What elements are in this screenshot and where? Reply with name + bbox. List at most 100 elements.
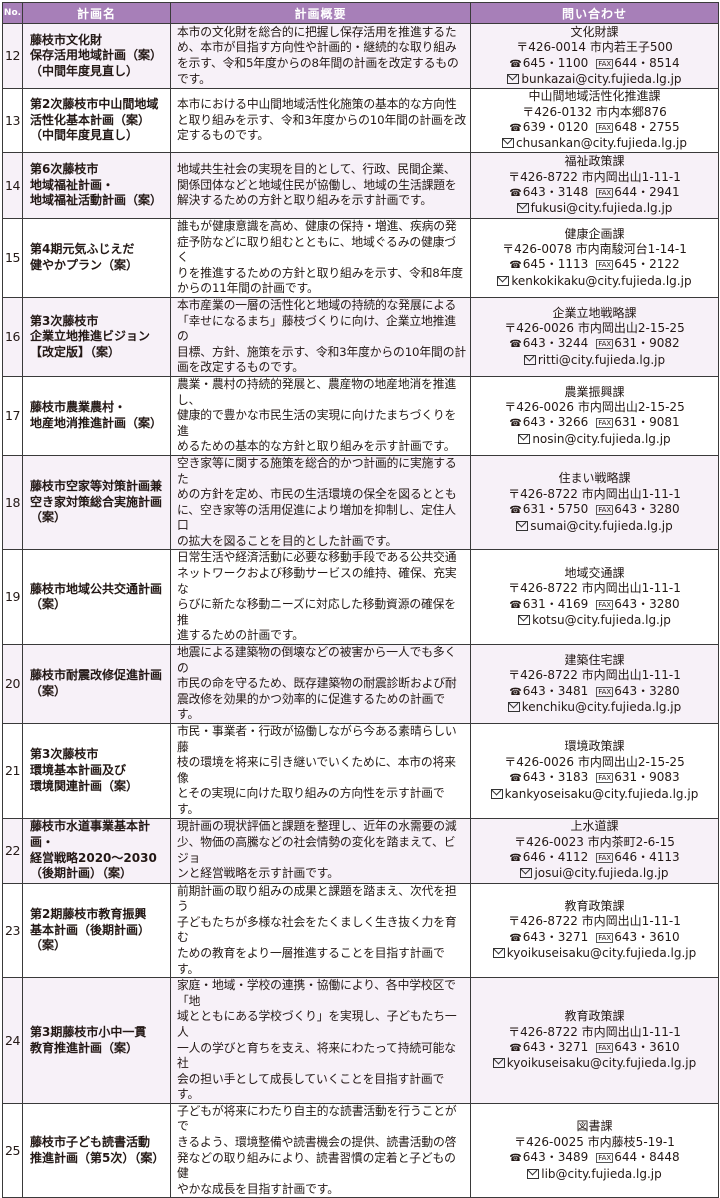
- contact-email: chusankan@city.fujieda.lg.jp: [471, 136, 718, 151]
- email-link[interactable]: ritti@city.fujieda.lg.jp: [537, 352, 666, 367]
- plan-summary-line: 一人の学びと育ちを支え、将来にわたって持続可能な社: [177, 1040, 456, 1071]
- phone-icon: ☎: [509, 58, 522, 70]
- fax-number: 645・2122: [614, 257, 680, 272]
- fax-icon: FAX: [596, 339, 614, 350]
- mail-icon: [507, 701, 520, 712]
- plan-name-line: 第4期元気ふじえだ: [30, 242, 135, 257]
- plan-summary-line: 症予防などに取り組むとともに、地域ぐるみの健康づく: [177, 234, 456, 265]
- plan-summary-line: 震改修を効果的かつ効率的に促進するための計画です。: [177, 691, 445, 722]
- fax-number: 644・2941: [614, 185, 680, 199]
- plan-name-line: 藤枝市農業農村・: [30, 400, 127, 415]
- email-link[interactable]: kyoikuseisaku@city.fujieda.lg.jp: [506, 946, 697, 961]
- email-link[interactable]: kotsu@city.fujieda.lg.jp: [532, 613, 671, 628]
- contact: 健康企画課 〒426-0078 市内南駿河台1-14-1 ☎645・1113 FAX 6…: [470, 218, 719, 298]
- table-row: 19 藤枝市地域公共交通計画 （案） 日常生活や経済活動に必要な移動手段である公共交通…: [2, 549, 719, 646]
- contact-email: sumai@city.fujieda.lg.jp: [471, 519, 718, 534]
- contact-phone-fax: ☎631・4169 FAX 643・3280: [471, 597, 718, 613]
- plan-name-line: 企業立地推進ビジョン: [30, 329, 151, 344]
- table-row: 25 藤枝市子ども読書活動 推進計画（第5次）（案） 子どもが将来にわたり自主的な読書…: [2, 1102, 719, 1198]
- row-number: 15: [2, 218, 23, 298]
- plan-name: 藤枝市子ども読書活動 推進計画（第5次）（案）: [22, 1102, 171, 1198]
- phone-number: 631・5750: [522, 502, 589, 517]
- phone-icon: ☎: [509, 1043, 522, 1054]
- email-link[interactable]: nosin@city.fujieda.lg.jp: [532, 431, 671, 446]
- plan-summary-line: めるための基本的な方針と取り組みを示す計画です。: [177, 439, 456, 454]
- plan-summary-line: 「幸せになるまち」藤枝づくりに向け、企業立地推進の: [177, 313, 456, 344]
- plan-summary-line: らびに新たな移動ニーズに対応した移動資源の確保を推: [177, 597, 456, 627]
- contact-address: 〒426-8722 市内岡出山1-11-1: [508, 581, 681, 596]
- mail-icon: [516, 520, 529, 531]
- plan-summary: 地域共生社会の実現を目的として、行政、民間企業、 関係団体などと地域住民が協働し、…: [170, 152, 471, 219]
- plan-name-line: 藤枝市空家等対策計画兼: [30, 479, 163, 494]
- contact-email: kenchiku@city.fujieda.lg.jp: [471, 700, 718, 715]
- contact-phone-fax: ☎631・5750 FAX 643・3280: [471, 502, 718, 518]
- header-no: No.: [2, 2, 23, 24]
- plan-name-line: 地域福祉計画・: [30, 177, 115, 192]
- plan-name: 藤枝市水道事業基本計画・ 経営戦略2020～2030 （後期計画）（案）: [22, 817, 171, 884]
- fax-icon: FAX: [596, 260, 614, 271]
- fax-icon: FAX: [596, 1043, 614, 1053]
- mail-icon: [492, 1058, 505, 1069]
- email-link[interactable]: kankyoseisaku@city.fujieda.lg.jp: [504, 786, 699, 801]
- phone-number: 643・3481: [522, 683, 589, 698]
- contact-phone-fax: ☎645・1100 FAX 644・8514: [471, 56, 718, 72]
- table-row: 21 第3次藤枝市 環境基本計画及び 環境関連計画（案） 市民・事業者・行政が協働しなが…: [2, 723, 719, 819]
- contact: 文化財課 〒426-0014 市内若王子500 ☎645・1100 FAX 644・85…: [470, 23, 719, 89]
- contact-department: 福祉政策課: [564, 154, 625, 169]
- plan-summary-line: きるよう、環境整備や読書機会の提供、読書活動の啓: [177, 1135, 457, 1150]
- plan-name-line: 第3期藤枝市小中一貫: [30, 1024, 147, 1039]
- contact-phone-fax: ☎643・3266 FAX 631・9081: [471, 415, 718, 431]
- plan-summary-line: 市民・事業者・行政が協働しながら今ある素晴らしい藤: [177, 724, 457, 754]
- plan-name-line: （案）: [30, 510, 67, 525]
- contact: 建築住宅課 〒426-8722 市内岡出山1-11-1 ☎643・3481 FAX 64…: [470, 644, 719, 724]
- fax-number: 643・3280: [614, 596, 680, 611]
- contact-email: kyoikuseisaku@city.fujieda.lg.jp: [471, 946, 718, 961]
- fax-icon: FAX: [596, 932, 614, 943]
- plan-name-line: 健やかプラン（案）: [30, 257, 139, 272]
- table-row: 13 第2次藤枝市中山間地域 活性化基本計画（案） （中間年度見直し） 本市における中山…: [2, 88, 719, 153]
- email-link[interactable]: kenkokikaku@city.fujieda.lg.jp: [511, 273, 692, 288]
- email-link[interactable]: sumai@city.fujieda.lg.jp: [530, 518, 673, 533]
- email-link[interactable]: kyoikuseisaku@city.fujieda.lg.jp: [506, 1056, 697, 1071]
- fax-icon: FAX: [596, 123, 614, 133]
- contact-address: 〒426-0023 市内茶町2-6-15: [514, 834, 675, 849]
- contact-department: 農業振興課: [564, 384, 625, 399]
- contact-address: 〒426-0026 市内岡出山2-15-25: [504, 754, 685, 769]
- contact-address: 〒426-8722 市内岡出山1-11-1: [508, 486, 681, 501]
- plan-summary-line: 現計画の現状評価と課題を整理し、近年の水需要の減: [177, 819, 457, 834]
- mail-icon: [523, 354, 536, 365]
- email-link[interactable]: bunkazai@city.fujieda.lg.jp: [521, 71, 682, 86]
- row-number: 24: [2, 977, 23, 1104]
- plan-summary-line: ンと経営戦略を示す計画です。: [177, 866, 339, 881]
- contact: 教育政策課 〒426-8722 市内岡出山1-11-1 ☎643・3271 FAX 64…: [470, 882, 719, 979]
- plan-summary-line: とその実現に向けた取り組みの方向性を示す計画です。: [177, 786, 445, 816]
- fax-icon: FAX: [596, 505, 614, 516]
- email-link[interactable]: josui@city.fujieda.lg.jp: [534, 866, 669, 881]
- plan-summary: 市民・事業者・行政が協働しながら今ある素晴らしい藤 枝の環境を将来に引き継いでいく…: [170, 723, 471, 819]
- plan-name-line: 藤枝市地域公共交通計画: [30, 581, 163, 596]
- contact: 農業振興課 〒426-0026 市内岡出山2-15-25 ☎643・3266 FAX 6…: [470, 375, 719, 456]
- plan-summary-line: 前期計画の取り組みの成果と課題を踏まえ、次代を担う: [177, 883, 457, 914]
- contact-address: 〒426-8722 市内岡出山1-11-1: [508, 169, 681, 184]
- email-link[interactable]: kenchiku@city.fujieda.lg.jp: [521, 699, 682, 714]
- email-link[interactable]: fukusi@city.fujieda.lg.jp: [530, 201, 673, 216]
- row-number: 16: [2, 296, 23, 377]
- table-row: 12 藤枝市文化財 保存活用地域計画（案） （中間年度見直し） 本市の文化財を総合的に把…: [2, 23, 719, 89]
- phone-number: 643・3183: [522, 770, 589, 785]
- row-number: 14: [2, 152, 23, 219]
- contact-email: josui@city.fujieda.lg.jp: [471, 866, 718, 881]
- fax-icon: FAX: [596, 418, 614, 429]
- fax-icon: FAX: [596, 686, 614, 697]
- plan-name: 第3次藤枝市 企業立地推進ビジョン 【改定版】（案）: [22, 296, 171, 377]
- contact-phone-fax: ☎643・3148 FAX 644・2941: [471, 185, 718, 201]
- plan-name-line: 推進計画（第5次）（案）: [30, 1150, 165, 1165]
- email-link[interactable]: chusankan@city.fujieda.lg.jp: [516, 136, 687, 151]
- email-link[interactable]: lib@city.fujieda.lg.jp: [541, 1166, 662, 1181]
- fax-number: 631・9082: [614, 336, 680, 351]
- contact-department: 中山間地域活性化推進課: [528, 89, 661, 104]
- plan-summary: 空き家等に関する施策を総合的かつ計画的に実施するた めの方針を定め、市民の生活環境…: [170, 454, 471, 551]
- plan-name-line: （案）: [30, 684, 67, 699]
- plan-name-line: （中間年度見直し）: [30, 63, 139, 78]
- plan-summary-line: 定するものです。: [177, 128, 269, 143]
- contact-email: fukusi@city.fujieda.lg.jp: [471, 201, 718, 216]
